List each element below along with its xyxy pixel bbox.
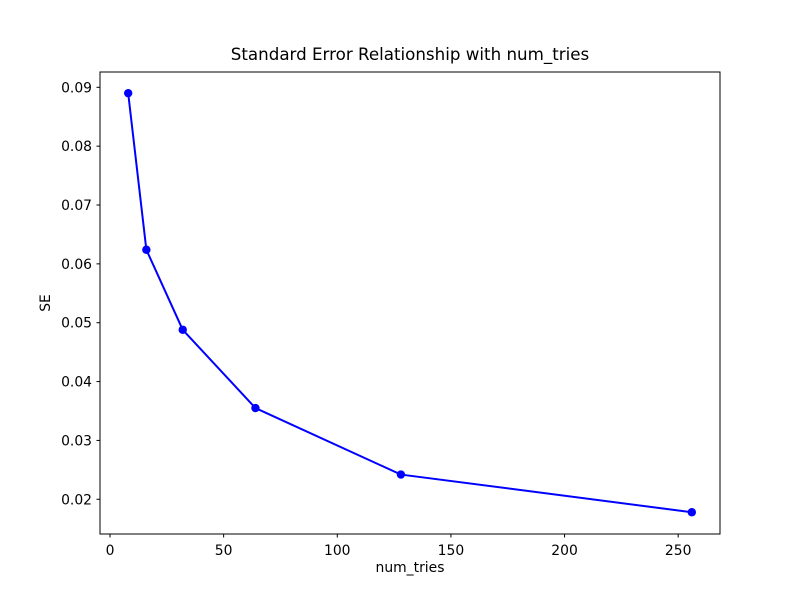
x-tick-label: 250 — [665, 543, 692, 559]
x-tick-label: 150 — [438, 543, 465, 559]
chart-title: Standard Error Relationship with num_tri… — [231, 44, 589, 65]
x-tick-label: 200 — [551, 543, 578, 559]
y-tick-label: 0.05 — [61, 316, 92, 332]
data-point — [123, 88, 133, 98]
y-tick-label: 0.07 — [61, 198, 92, 214]
data-point — [396, 470, 406, 479]
y-tick-label: 0.03 — [61, 433, 92, 449]
y-tick-label: 0.02 — [61, 492, 92, 508]
x-tick-label: 50 — [215, 543, 233, 559]
data-point — [178, 325, 187, 334]
data-point — [687, 508, 697, 517]
y-axis-label: SE — [38, 294, 54, 312]
y-tick-label: 0.04 — [61, 375, 92, 391]
data-point — [251, 403, 260, 413]
axes-spines — [99, 71, 721, 535]
plot-area: 0 50 100 150 200 250 0.02 0.03 0.04 0.05 0.06 0.07 0… — [61, 71, 721, 559]
data-line — [127, 92, 693, 514]
data-point — [142, 245, 151, 254]
y-tick-label: 0.08 — [61, 139, 92, 155]
y-tick-label: 0.09 — [61, 80, 92, 96]
x-axis-label: num_tries — [376, 560, 445, 576]
x-tick-label: 100 — [324, 543, 351, 559]
y-tick-label: 0.06 — [61, 257, 92, 273]
x-tick-label: 0 — [106, 543, 115, 559]
